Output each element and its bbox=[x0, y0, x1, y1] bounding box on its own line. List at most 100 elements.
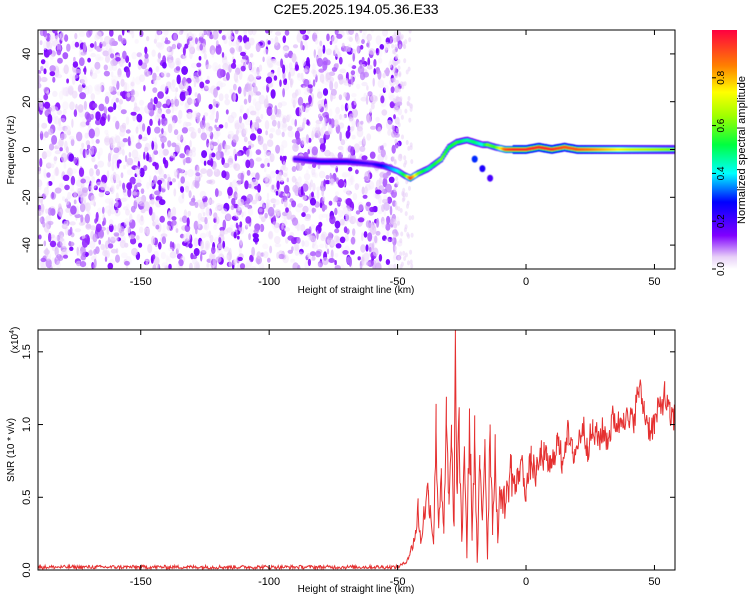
speckle bbox=[179, 153, 186, 159]
speckle bbox=[399, 96, 403, 102]
speckle bbox=[369, 108, 373, 114]
speckle bbox=[285, 207, 289, 213]
speckle bbox=[278, 171, 282, 180]
speckle bbox=[161, 236, 167, 245]
speckle bbox=[182, 53, 187, 61]
speckle bbox=[154, 136, 158, 146]
speckle bbox=[175, 228, 179, 233]
speckle bbox=[269, 30, 273, 34]
speckle bbox=[89, 240, 96, 249]
speckle bbox=[109, 235, 117, 241]
speckle bbox=[60, 133, 67, 140]
speckle bbox=[326, 33, 330, 42]
speckle bbox=[246, 108, 250, 116]
speckle bbox=[403, 256, 407, 261]
speckle bbox=[64, 184, 70, 191]
speckle bbox=[231, 179, 238, 189]
speckle bbox=[287, 114, 292, 120]
speckle bbox=[46, 41, 53, 50]
speckle bbox=[134, 196, 141, 203]
speckle bbox=[338, 122, 345, 129]
speckle bbox=[46, 181, 50, 189]
speckle bbox=[347, 207, 353, 212]
speckle bbox=[362, 136, 366, 145]
speckle bbox=[58, 90, 64, 100]
speckle bbox=[393, 62, 397, 68]
speckle bbox=[241, 211, 244, 218]
speckle bbox=[68, 153, 75, 162]
speckle bbox=[272, 215, 277, 226]
speckle bbox=[133, 106, 141, 113]
speckle bbox=[244, 180, 249, 190]
speckle bbox=[245, 262, 251, 269]
speckle bbox=[160, 135, 167, 143]
speckle bbox=[125, 227, 131, 233]
speckle bbox=[202, 30, 208, 35]
speckle bbox=[80, 214, 84, 223]
speckle bbox=[386, 229, 390, 237]
speckle bbox=[193, 220, 199, 231]
speckle bbox=[356, 128, 364, 138]
speckle bbox=[110, 53, 115, 59]
speckle bbox=[142, 123, 146, 132]
speckle bbox=[151, 79, 155, 85]
speckle bbox=[277, 120, 281, 129]
speckle bbox=[49, 53, 54, 61]
speckle bbox=[206, 138, 210, 148]
speckle bbox=[245, 159, 251, 169]
speckle bbox=[283, 199, 288, 208]
speckle bbox=[94, 69, 101, 74]
speckle bbox=[309, 197, 317, 206]
speckle bbox=[313, 49, 316, 59]
speckle bbox=[146, 152, 150, 162]
speckle bbox=[408, 30, 412, 34]
speckle bbox=[292, 44, 299, 49]
speckle bbox=[241, 128, 247, 138]
speckle bbox=[211, 246, 216, 254]
speckle bbox=[171, 87, 177, 92]
speckle bbox=[339, 68, 347, 74]
speckle bbox=[269, 153, 275, 163]
speckle bbox=[246, 37, 250, 42]
speckle bbox=[334, 45, 338, 50]
speckle bbox=[281, 122, 288, 128]
speckle bbox=[366, 33, 373, 42]
speckle bbox=[108, 219, 114, 226]
speckle bbox=[277, 113, 285, 118]
speckle bbox=[55, 166, 59, 176]
speckle bbox=[354, 183, 359, 191]
speckle bbox=[248, 94, 252, 104]
speckle bbox=[136, 52, 142, 58]
speckle bbox=[153, 150, 159, 155]
speckle bbox=[86, 149, 92, 157]
speckle bbox=[234, 30, 239, 35]
speckle bbox=[307, 258, 311, 267]
speckle bbox=[325, 75, 329, 82]
speckle bbox=[145, 259, 149, 266]
ridge-branch-blob bbox=[471, 155, 478, 163]
speckle bbox=[138, 154, 142, 161]
speckle bbox=[336, 33, 343, 39]
speckle bbox=[397, 255, 401, 261]
speckle bbox=[69, 246, 74, 251]
speckle bbox=[351, 93, 357, 98]
speckle bbox=[167, 45, 170, 52]
speckle bbox=[324, 81, 329, 86]
speckle bbox=[74, 228, 82, 233]
speckle bbox=[374, 235, 378, 244]
speckle bbox=[224, 121, 228, 129]
speckle bbox=[240, 122, 245, 130]
speckle bbox=[90, 52, 96, 58]
speckle bbox=[77, 187, 82, 196]
speckle bbox=[262, 176, 266, 182]
speckle bbox=[181, 127, 188, 134]
speckle bbox=[123, 218, 130, 228]
speckle bbox=[382, 177, 388, 188]
speckle bbox=[193, 129, 197, 138]
speckle bbox=[52, 76, 56, 83]
speckle bbox=[388, 90, 394, 101]
speckle bbox=[325, 213, 329, 222]
speckle bbox=[331, 67, 338, 72]
speckle bbox=[203, 201, 208, 207]
speckle bbox=[360, 120, 364, 125]
